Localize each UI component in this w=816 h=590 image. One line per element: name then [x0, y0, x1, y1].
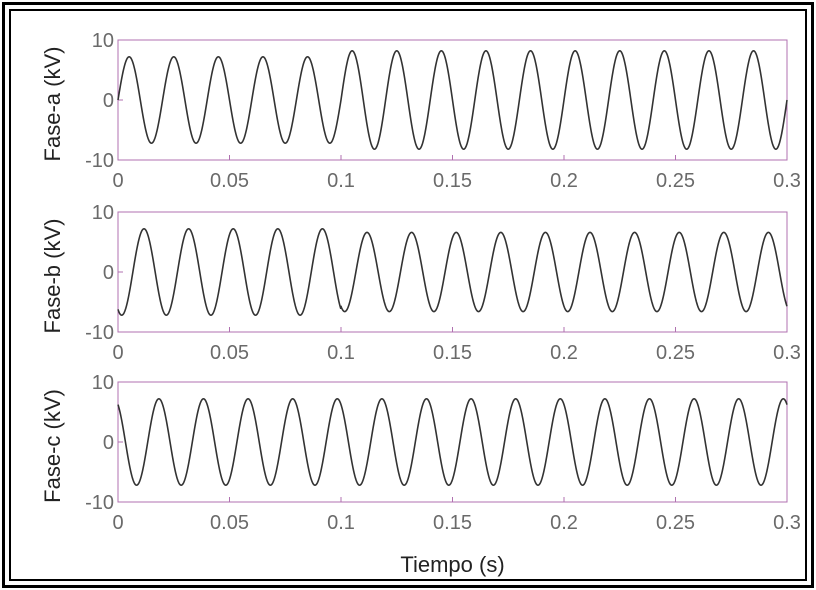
x-tick-label: 0 — [112, 342, 123, 364]
inner-border — [9, 9, 807, 581]
y-axis-label: Fase-a (kV) — [40, 47, 65, 162]
y-tick-label: 0 — [103, 262, 114, 284]
x-tick-label: 0.3 — [773, 512, 801, 534]
x-tick-label: 0.3 — [773, 170, 801, 192]
y-tick-label: -10 — [85, 150, 114, 172]
x-tick-label: 0.05 — [210, 170, 249, 192]
x-tick-label: 0.25 — [656, 342, 695, 364]
x-tick-label: 0.2 — [550, 512, 578, 534]
x-tick-label: 0.05 — [210, 512, 249, 534]
y-axis-label: Fase-b (kV) — [40, 219, 65, 334]
x-tick-label: 0.3 — [773, 342, 801, 364]
waveform-series-3 — [117, 397, 788, 487]
plot-area-box — [117, 211, 788, 333]
y-axis-label: Fase-c (kV) — [40, 389, 65, 503]
y-tick-label: 0 — [103, 432, 114, 454]
y-tick-label: -10 — [85, 322, 114, 344]
x-tick-label: 0 — [112, 512, 123, 534]
x-tick-label: 0.15 — [433, 342, 472, 364]
x-tick-label: 0.15 — [433, 170, 472, 192]
x-tick-label: 0.1 — [327, 512, 355, 534]
x-tick-label: 0.1 — [327, 170, 355, 192]
y-tick-label: 10 — [92, 202, 114, 224]
x-tick-label: 0.2 — [550, 342, 578, 364]
y-tick-label: 0 — [103, 90, 114, 112]
x-tick-label: 0.25 — [656, 170, 695, 192]
waveform-series-2 — [117, 228, 788, 317]
x-tick-label: 0.15 — [433, 512, 472, 534]
x-axis-label: Tiempo (s) — [400, 552, 504, 577]
plot-area-box — [117, 381, 788, 503]
waveform-series-1 — [117, 49, 788, 150]
x-tick-label: 0.25 — [656, 512, 695, 534]
y-tick-label: 10 — [92, 30, 114, 52]
x-tick-label: 0 — [112, 170, 123, 192]
y-tick-label: 10 — [92, 372, 114, 394]
x-tick-label: 0.05 — [210, 342, 249, 364]
x-tick-label: 0.2 — [550, 170, 578, 192]
y-tick-label: -10 — [85, 492, 114, 514]
x-tick-label: 0.1 — [327, 342, 355, 364]
